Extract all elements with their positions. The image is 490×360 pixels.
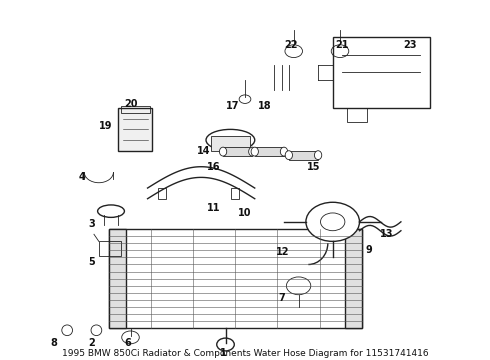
Bar: [109, 229, 362, 328]
Bar: [109, 229, 125, 328]
Bar: [118, 108, 152, 151]
Text: 10: 10: [238, 208, 252, 218]
Ellipse shape: [98, 205, 124, 217]
Bar: [158, 188, 166, 199]
Ellipse shape: [315, 151, 322, 159]
Text: 22: 22: [285, 40, 298, 50]
Text: 1995 BMW 850Ci Radiator & Components Water Hose Diagram for 11531741416: 1995 BMW 850Ci Radiator & Components Wat…: [62, 349, 428, 358]
Ellipse shape: [206, 129, 255, 151]
Bar: [223, 147, 252, 156]
Text: 12: 12: [276, 247, 290, 257]
Bar: [347, 108, 367, 122]
Text: 7: 7: [278, 293, 285, 303]
Text: 19: 19: [99, 121, 113, 131]
Text: 8: 8: [50, 338, 57, 348]
Text: 11: 11: [207, 203, 220, 213]
Text: 20: 20: [124, 99, 137, 109]
Text: 13: 13: [380, 229, 393, 239]
Ellipse shape: [62, 325, 73, 336]
Circle shape: [217, 338, 234, 351]
Circle shape: [122, 331, 139, 344]
Text: 17: 17: [226, 101, 240, 111]
Bar: [121, 106, 150, 113]
Text: 5: 5: [88, 257, 95, 267]
Bar: [289, 151, 318, 159]
Text: 6: 6: [124, 338, 131, 348]
Text: 14: 14: [197, 146, 210, 156]
Ellipse shape: [91, 325, 102, 336]
Text: 2: 2: [88, 338, 95, 348]
Bar: [231, 188, 239, 199]
Circle shape: [331, 45, 349, 58]
Text: 23: 23: [403, 40, 416, 50]
Text: 4: 4: [78, 172, 85, 183]
Bar: [255, 147, 284, 156]
Text: 9: 9: [366, 245, 372, 255]
Circle shape: [320, 213, 345, 231]
Ellipse shape: [280, 147, 288, 156]
Bar: [333, 37, 430, 108]
Ellipse shape: [220, 147, 227, 156]
Text: 18: 18: [258, 101, 271, 111]
Ellipse shape: [285, 151, 293, 159]
Circle shape: [239, 95, 251, 103]
Text: 15: 15: [306, 162, 320, 172]
Ellipse shape: [251, 147, 258, 156]
Text: 16: 16: [207, 162, 220, 172]
Text: 3: 3: [88, 219, 95, 229]
Text: 21: 21: [336, 40, 349, 50]
Ellipse shape: [248, 147, 256, 156]
Bar: [211, 136, 250, 151]
Circle shape: [287, 277, 311, 295]
Bar: [99, 242, 121, 256]
Bar: [345, 229, 362, 328]
Circle shape: [285, 45, 302, 58]
Text: 1: 1: [220, 348, 226, 358]
Circle shape: [306, 202, 360, 242]
